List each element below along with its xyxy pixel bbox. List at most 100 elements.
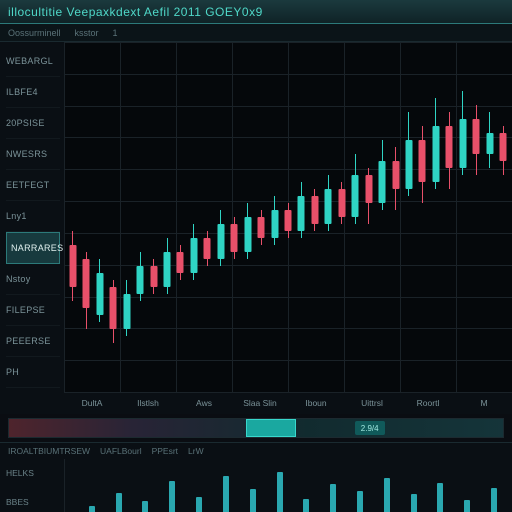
candle[interactable] bbox=[137, 42, 144, 392]
volume-bar[interactable] bbox=[89, 506, 95, 512]
y-axis-label: NARRARES bbox=[6, 232, 60, 264]
volume-area: HELKS BBES bbox=[0, 459, 512, 512]
candle[interactable] bbox=[338, 42, 345, 392]
candle[interactable] bbox=[419, 42, 426, 392]
candle-body bbox=[500, 133, 507, 161]
candle-body bbox=[110, 287, 117, 329]
candle-body bbox=[459, 119, 466, 168]
window-title: illocultitie Veepaxkdext Aefil 2011 GOEY… bbox=[8, 5, 263, 19]
volume-bar[interactable] bbox=[464, 500, 470, 512]
candle[interactable] bbox=[473, 42, 480, 392]
volume-bar[interactable] bbox=[223, 476, 229, 512]
candle-body bbox=[419, 140, 426, 182]
candle[interactable] bbox=[459, 42, 466, 392]
x-axis-label: Roortl bbox=[400, 398, 456, 408]
candle-body bbox=[405, 140, 412, 189]
candle[interactable] bbox=[177, 42, 184, 392]
candle[interactable] bbox=[83, 42, 90, 392]
candle-body bbox=[244, 217, 251, 252]
candle[interactable] bbox=[231, 42, 238, 392]
candle[interactable] bbox=[311, 42, 318, 392]
grid-line bbox=[120, 42, 121, 392]
volume-bar[interactable] bbox=[196, 497, 202, 512]
candle[interactable] bbox=[486, 42, 493, 392]
candle-body bbox=[190, 238, 197, 273]
range-chip[interactable]: 2.9/4 bbox=[355, 421, 385, 435]
volume-bar[interactable] bbox=[169, 481, 175, 512]
candle[interactable] bbox=[271, 42, 278, 392]
candle[interactable] bbox=[285, 42, 292, 392]
candle-body bbox=[486, 133, 493, 154]
candle[interactable] bbox=[405, 42, 412, 392]
range-scrollbar[interactable]: 2.9/4 bbox=[8, 418, 504, 438]
candle[interactable] bbox=[352, 42, 359, 392]
candle[interactable] bbox=[164, 42, 171, 392]
candle[interactable] bbox=[379, 42, 386, 392]
candle[interactable] bbox=[500, 42, 507, 392]
candle-body bbox=[365, 175, 372, 203]
vol-header-item: PPEsrt bbox=[152, 446, 178, 456]
candle-body bbox=[137, 266, 144, 294]
volume-bar[interactable] bbox=[250, 489, 256, 512]
title-bar: illocultitie Veepaxkdext Aefil 2011 GOEY… bbox=[0, 0, 512, 24]
volume-bar[interactable] bbox=[142, 501, 148, 512]
volume-bar[interactable] bbox=[437, 483, 443, 512]
vol-header-item: LrW bbox=[188, 446, 204, 456]
volume-panel-header: IROALTBIUMTRSEW UAFLBourl PPEsrt LrW bbox=[0, 443, 512, 459]
candle[interactable] bbox=[150, 42, 157, 392]
candle[interactable] bbox=[392, 42, 399, 392]
candle-body bbox=[392, 161, 399, 189]
x-axis-label: Iboun bbox=[288, 398, 344, 408]
candle-body bbox=[177, 252, 184, 273]
candle[interactable] bbox=[244, 42, 251, 392]
candle-body bbox=[96, 273, 103, 315]
x-axis-label: Aws bbox=[176, 398, 232, 408]
candle[interactable] bbox=[258, 42, 265, 392]
y-axis-label: NWESRS bbox=[6, 139, 60, 170]
candle-body bbox=[432, 126, 439, 182]
volume-bar[interactable] bbox=[303, 499, 309, 512]
range-thumb[interactable] bbox=[246, 419, 295, 437]
candle[interactable] bbox=[123, 42, 130, 392]
volume-bar[interactable] bbox=[411, 494, 417, 512]
x-axis-label: Slaa Slin bbox=[232, 398, 288, 408]
toolbar-item[interactable]: 1 bbox=[113, 28, 118, 38]
volume-panel: IROALTBIUMTRSEW UAFLBourl PPEsrt LrW HEL… bbox=[0, 442, 512, 512]
candle-body bbox=[285, 210, 292, 231]
candle-body bbox=[271, 210, 278, 238]
volume-bar[interactable] bbox=[116, 493, 122, 512]
toolbar-item[interactable]: ksstor bbox=[75, 28, 99, 38]
y-axis-label: FILEPSE bbox=[6, 295, 60, 326]
volume-plot[interactable] bbox=[64, 459, 512, 512]
candle[interactable] bbox=[365, 42, 372, 392]
candle[interactable] bbox=[446, 42, 453, 392]
candle[interactable] bbox=[190, 42, 197, 392]
candlestick-plot[interactable] bbox=[64, 42, 512, 392]
toolbar-item[interactable]: Oossurminell bbox=[8, 28, 61, 38]
candle-body bbox=[69, 245, 76, 287]
candle[interactable] bbox=[298, 42, 305, 392]
candle-body bbox=[258, 217, 265, 238]
candle-body bbox=[231, 224, 238, 252]
candle[interactable] bbox=[69, 42, 76, 392]
volume-bar[interactable] bbox=[384, 478, 390, 512]
y-axis-labels: WEBARGLILBFE420PSISENWESRSEETFEGTLny1NAR… bbox=[0, 42, 64, 392]
candle[interactable] bbox=[204, 42, 211, 392]
candle-body bbox=[217, 224, 224, 259]
volume-bar[interactable] bbox=[357, 491, 363, 512]
volume-bar[interactable] bbox=[491, 488, 497, 512]
candle[interactable] bbox=[217, 42, 224, 392]
vol-header-item: UAFLBourl bbox=[100, 446, 142, 456]
x-axis-label: Uittrsl bbox=[344, 398, 400, 408]
grid-line bbox=[456, 42, 457, 392]
volume-bar[interactable] bbox=[277, 472, 283, 512]
candle[interactable] bbox=[432, 42, 439, 392]
volume-bar[interactable] bbox=[330, 484, 336, 512]
candle-body bbox=[446, 126, 453, 168]
vol-ylabel: BBES bbox=[6, 488, 64, 512]
candle[interactable] bbox=[110, 42, 117, 392]
candle-body bbox=[473, 119, 480, 154]
candle[interactable] bbox=[96, 42, 103, 392]
x-axis-label: DultA bbox=[64, 398, 120, 408]
candle[interactable] bbox=[325, 42, 332, 392]
